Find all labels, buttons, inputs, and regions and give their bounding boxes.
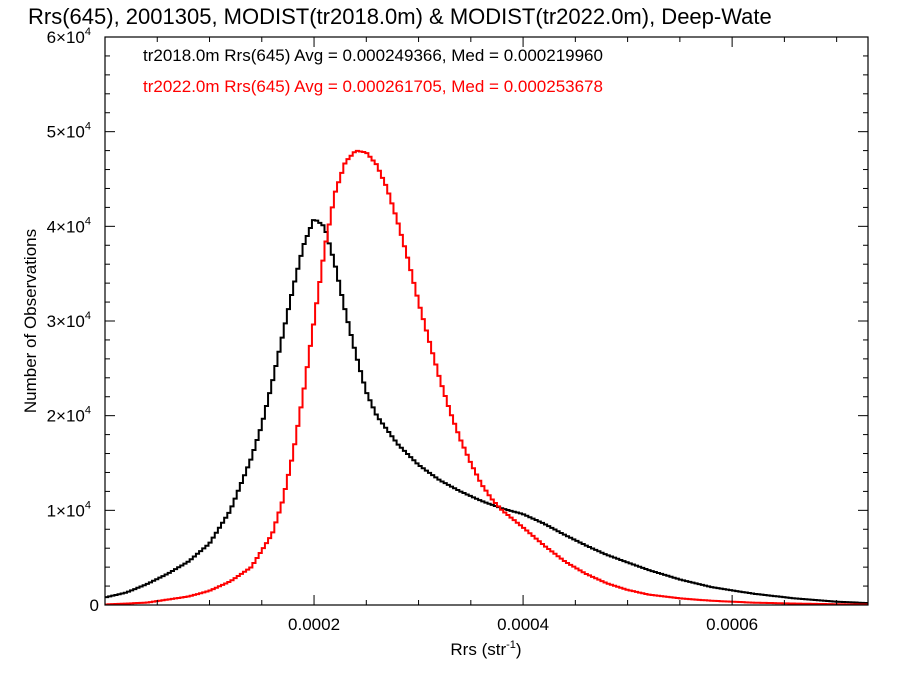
x-tick-label: 0.0002 — [288, 615, 340, 634]
y-tick-label: 6×104 — [47, 26, 91, 47]
plot-frame — [104, 36, 869, 606]
y-tick-label: 4×104 — [47, 215, 91, 236]
y-tick-label: 5×104 — [47, 121, 91, 142]
series-annotation-tr2022: tr2022.0m Rrs(645) Avg = 0.000261705, Me… — [143, 77, 603, 96]
y-tick-label: 2×104 — [47, 405, 91, 426]
y-axis-label: Number of Observations — [21, 229, 40, 413]
x-tick-label: 0.0004 — [497, 615, 549, 634]
x-tick-label: 0.0006 — [706, 615, 758, 634]
y-tick-label: 0 — [90, 596, 99, 615]
series-annotation-tr2018: tr2018.0m Rrs(645) Avg = 0.000249366, Me… — [143, 46, 603, 65]
x-axis-label: Rrs (str-1) — [450, 639, 521, 659]
plot-area — [105, 149, 868, 606]
y-tick-label: 1×104 — [47, 499, 91, 520]
histogram-series-tr2022-0m — [105, 149, 868, 606]
histogram-series-tr2018-0m — [105, 219, 868, 605]
y-tick-label: 3×104 — [47, 310, 91, 331]
axis-ticks: 0.0002 0.0004 0.0006 0 1×104 2×104 3×104 4×104 5… — [47, 26, 868, 634]
chart-title: Rrs(645), 2001305, MODIST(tr2018.0m) & M… — [28, 4, 772, 29]
